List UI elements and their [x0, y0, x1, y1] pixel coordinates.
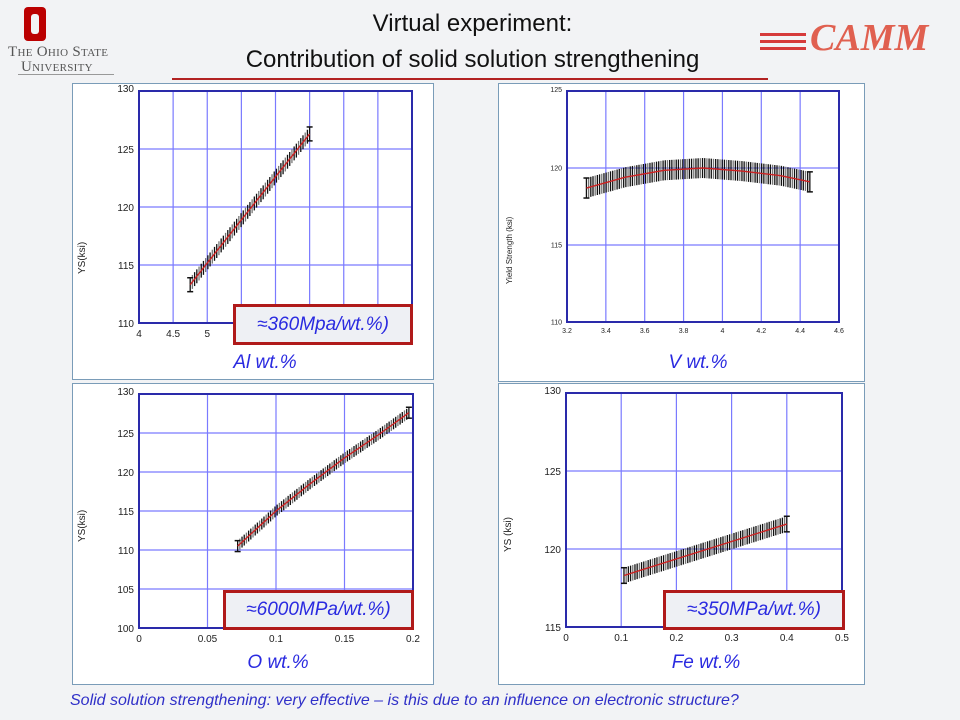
chart-svg: 0 0.1 0.2 0.3 0.4 0.5 115 120 125 130 [544, 386, 849, 644]
y-tick-label: 130 [117, 84, 134, 95]
camm-logo-bar [760, 47, 806, 50]
x-tick-label: 4.6 [834, 328, 844, 335]
osu-block-o-logo [24, 7, 46, 41]
camm-logo-bar [760, 33, 806, 36]
x-tick-label: 3.8 [679, 328, 689, 335]
x-axis-label: Fe wt.% [671, 652, 741, 673]
x-tick-label: 4.4 [795, 328, 805, 335]
x-tick-label: 0.1 [269, 634, 283, 645]
slope-annotation: ≈6000MPa/wt.%) [223, 590, 414, 630]
x-tick-label: 0.15 [335, 634, 355, 645]
y-axis-label: YS(ksi) [77, 509, 88, 542]
y-tick-label: 120 [117, 468, 134, 479]
chart-svg: 0 0.05 0.1 0.15 0.2 100 105 110 115 120 125 130 [117, 387, 420, 645]
y-axis-label: YS (ksi) [503, 517, 514, 552]
x-tick-label: 4 [136, 329, 142, 340]
x-axis-label: O wt.% [247, 652, 309, 673]
y-tick-label: 130 [117, 387, 134, 398]
x-tick-label: 0.3 [725, 633, 739, 644]
slope-annotation: ≈350MPa/wt.%) [663, 590, 845, 630]
y-tick-label: 100 [117, 624, 134, 635]
x-tick-label: 3.6 [640, 328, 650, 335]
university-name-line1: The Ohio State [8, 44, 109, 60]
x-tick-label: 0.1 [614, 633, 628, 644]
x-tick-label: 0 [563, 633, 569, 644]
x-tick-label: 4.5 [166, 329, 180, 340]
slope-annotation: ≈360Mpa/wt.%) [233, 304, 413, 345]
chart-svg: 3.2 3.4 3.6 3.8 4 4.2 4.4 4.6 110 115 120 125 [550, 87, 844, 335]
x-tick-label: 0.2 [669, 633, 683, 644]
y-tick-label: 120 [117, 203, 134, 214]
y-tick-label: 115 [118, 261, 134, 272]
y-tick-label: 120 [550, 166, 562, 173]
y-tick-label: 115 [551, 243, 562, 250]
plot-frame [566, 90, 840, 323]
x-tick-label: 0.05 [198, 634, 218, 645]
y-tick-label: 125 [117, 145, 134, 156]
slide-footer-note: Solid solution strengthening: very effec… [70, 692, 739, 709]
logo-divider [18, 74, 114, 75]
fit-line [189, 133, 311, 286]
x-tick-label: 0.5 [835, 633, 849, 644]
x-tick-label: 3.4 [601, 328, 611, 335]
fit-line [623, 523, 788, 577]
y-tick-label: 110 [551, 320, 562, 327]
y-tick-label: 115 [118, 507, 134, 518]
camm-logo-text: CAMM [810, 17, 929, 59]
chart-panel-v: 3.2 3.4 3.6 3.8 4 4.2 4.4 4.6 110 115 120 125 Yield … [498, 83, 865, 382]
fit-line [586, 167, 811, 189]
x-tick-label: 0 [136, 634, 142, 645]
x-tick-label: 0.4 [780, 633, 794, 644]
y-tick-label: 125 [550, 87, 562, 94]
x-axis-label: Al wt.% [233, 352, 297, 373]
fit-line [237, 412, 410, 547]
y-tick-label: 125 [544, 467, 561, 478]
y-tick-label: 130 [544, 386, 561, 397]
camm-logo-bar [760, 40, 806, 43]
y-tick-label: 105 [117, 585, 134, 596]
chart-panel-fe: 0 0.1 0.2 0.3 0.4 0.5 115 120 125 130 YS (ksi) Fe w… [498, 383, 865, 685]
chart-panel-al: 4 4.5 5 110 115 120 125 130 YS(ksi) Al wt.% ≈360Mp… [72, 83, 434, 380]
y-axis-label: Yield Strength (ksi) [505, 216, 514, 284]
x-axis-label: V wt.% [668, 352, 728, 373]
chart-panel-o: 0 0.05 0.1 0.15 0.2 100 105 110 115 120 125 130 YS(k… [72, 383, 434, 685]
university-name-line2: University [21, 59, 93, 75]
x-tick-label: 4 [720, 328, 724, 335]
y-tick-label: 110 [118, 546, 134, 557]
x-tick-label: 4.2 [756, 328, 766, 335]
y-tick-label: 110 [118, 319, 134, 330]
slide-title-line2: Contribution of solid solution strengthe… [245, 46, 700, 73]
y-axis-label: YS(ksi) [77, 241, 88, 274]
y-tick-label: 120 [544, 545, 561, 556]
title-underline [172, 78, 768, 80]
y-tick-label: 115 [545, 623, 561, 634]
x-tick-label: 3.2 [562, 328, 572, 335]
slide-title-line1: Virtual experiment: [372, 10, 573, 37]
x-tick-label: 5 [204, 329, 210, 340]
y-tick-label: 125 [117, 429, 134, 440]
x-tick-label: 0.2 [406, 634, 420, 645]
